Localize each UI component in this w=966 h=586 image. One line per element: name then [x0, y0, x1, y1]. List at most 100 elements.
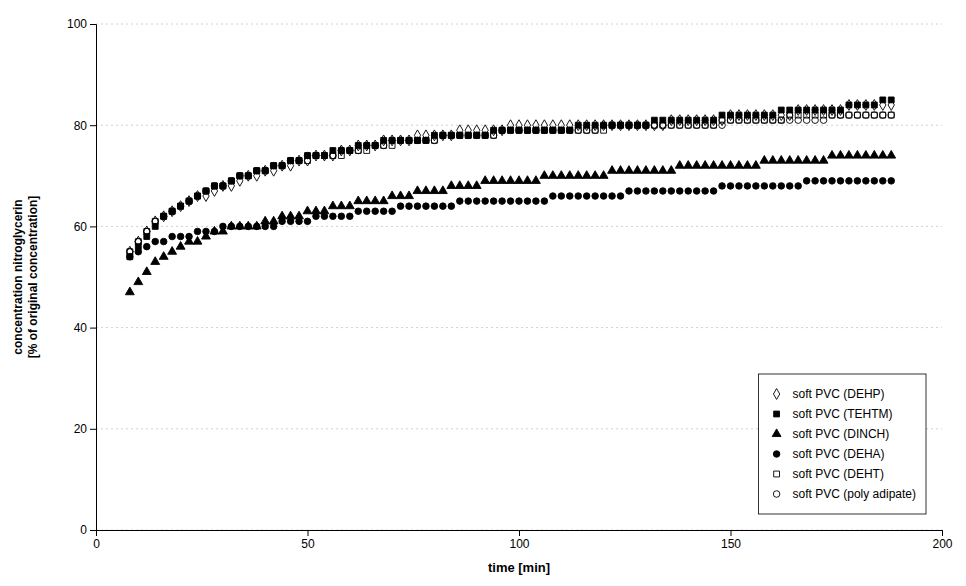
point	[465, 198, 472, 205]
point	[702, 115, 708, 126]
point	[550, 127, 556, 133]
point	[313, 152, 320, 159]
tick: 80	[74, 119, 96, 133]
point	[609, 193, 616, 200]
point	[718, 161, 727, 169]
point	[337, 201, 346, 209]
point	[160, 238, 167, 245]
point	[220, 223, 227, 230]
point	[448, 132, 454, 138]
plot-area: 050100150200020406080100soft PVC (DEHP)s…	[67, 17, 953, 550]
point	[863, 102, 869, 108]
point	[507, 127, 514, 134]
point	[643, 122, 649, 128]
tick-label: 100	[67, 17, 87, 31]
point	[379, 196, 388, 204]
legend-item: soft PVC (DINCH)	[772, 427, 889, 441]
tick-label: 60	[74, 220, 88, 234]
point	[643, 122, 650, 129]
point	[660, 188, 667, 195]
point	[836, 150, 845, 158]
point	[778, 107, 784, 113]
point	[871, 102, 877, 108]
point	[321, 150, 327, 161]
point	[423, 137, 429, 143]
point	[193, 236, 202, 244]
point	[499, 198, 506, 205]
point	[211, 228, 218, 235]
point	[761, 117, 768, 124]
point	[287, 218, 294, 225]
point	[533, 127, 540, 134]
point	[711, 122, 717, 128]
tick: 0	[93, 530, 100, 551]
tick-label: 0	[93, 537, 100, 551]
point	[473, 132, 480, 139]
point	[448, 203, 455, 210]
point	[626, 188, 633, 195]
grid-line	[96, 24, 942, 25]
point	[668, 115, 674, 126]
point	[372, 143, 378, 149]
point	[660, 122, 667, 129]
point	[177, 203, 184, 210]
tick-label: 40	[74, 321, 88, 335]
point	[321, 213, 328, 220]
point	[770, 183, 777, 190]
point	[753, 117, 760, 124]
point	[525, 127, 531, 133]
point	[541, 127, 548, 134]
point	[363, 142, 370, 149]
point	[541, 198, 548, 205]
point	[744, 117, 751, 124]
point	[203, 188, 209, 194]
y-axis-title-line: concentration nitroglycerin	[11, 199, 25, 354]
point	[668, 122, 674, 128]
tick: 50	[301, 530, 315, 551]
point	[625, 166, 634, 174]
point	[770, 110, 776, 121]
point	[330, 152, 337, 159]
point	[626, 122, 632, 128]
tick: 150	[721, 530, 741, 551]
point	[592, 127, 599, 134]
point	[355, 140, 361, 151]
tick: 200	[932, 530, 952, 551]
point	[490, 132, 497, 139]
point	[168, 247, 177, 255]
point	[406, 137, 412, 143]
point	[448, 132, 455, 139]
point	[169, 208, 175, 214]
point	[159, 252, 168, 260]
point	[880, 112, 886, 118]
point	[508, 127, 514, 133]
point	[516, 127, 522, 133]
point	[474, 132, 480, 138]
point	[795, 105, 801, 116]
tick-label: 20	[74, 422, 88, 436]
point	[380, 142, 387, 149]
point	[169, 206, 175, 217]
tick-label: 50	[301, 537, 315, 551]
point	[525, 127, 531, 133]
point	[338, 213, 345, 220]
y-axis-title: concentration nitroglycerin[% of origina…	[11, 196, 40, 359]
point	[558, 127, 564, 133]
point	[355, 208, 362, 215]
point	[761, 183, 768, 190]
point	[794, 156, 803, 164]
point	[871, 112, 878, 119]
legend-symbol	[773, 491, 780, 498]
point	[482, 132, 489, 139]
point	[641, 166, 650, 174]
point	[423, 137, 429, 143]
point	[321, 152, 328, 159]
point	[853, 150, 862, 158]
point	[735, 161, 744, 169]
point	[846, 102, 852, 108]
point	[693, 188, 700, 195]
point	[328, 201, 337, 209]
point	[414, 137, 421, 144]
point	[347, 147, 354, 154]
point	[296, 158, 302, 164]
